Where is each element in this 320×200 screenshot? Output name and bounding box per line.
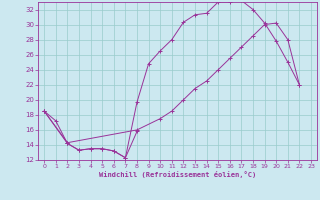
X-axis label: Windchill (Refroidissement éolien,°C): Windchill (Refroidissement éolien,°C) bbox=[99, 171, 256, 178]
